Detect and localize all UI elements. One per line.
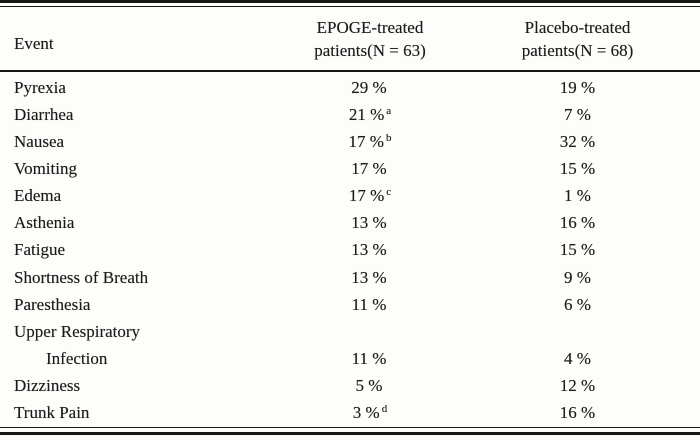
event-column-header: Event xyxy=(14,34,54,53)
table-row: Edema 17 % c 1 % xyxy=(0,183,700,210)
event-cell: Pyrexia xyxy=(14,77,66,97)
event-cell: Paresthesia xyxy=(14,294,91,314)
placebo-cell: 4 % xyxy=(564,348,591,368)
table-row: Nausea 17 % b 32 % xyxy=(0,128,700,155)
placebo-cell: 19 % xyxy=(559,77,596,97)
epoge-cell: 11 % xyxy=(285,349,455,369)
table-row: Upper Respiratory xyxy=(0,318,700,345)
event-cell: Infection xyxy=(46,348,108,368)
footnote-marker: b xyxy=(385,131,392,144)
epoge-header-line2: patients(N = 63) xyxy=(314,41,426,60)
placebo-cell: 15 % xyxy=(559,240,596,260)
placebo-cell: 32 % xyxy=(559,131,596,151)
event-cell: Fatigue xyxy=(14,240,65,260)
epoge-value: 29 % xyxy=(351,77,387,97)
epoge-cell: 13 % xyxy=(285,213,455,233)
placebo-cell: 6 % xyxy=(564,294,591,314)
table-row: Pyrexia 29 % 19 % xyxy=(0,74,700,101)
table-body: Pyrexia 29 % 19 % Diarrhea 21 % a 7 % Nau… xyxy=(0,74,700,427)
event-cell: Trunk Pain xyxy=(14,403,90,423)
epoge-cell: 17 % c xyxy=(285,186,455,206)
epoge-value: 21 % xyxy=(348,104,385,124)
epoge-cell: 21 % a xyxy=(285,105,455,125)
footnote-marker: a xyxy=(386,104,392,117)
event-cell: Asthenia xyxy=(14,213,75,233)
footnote-marker: c xyxy=(386,186,392,199)
placebo-cell: 9 % xyxy=(564,267,591,287)
epoge-value: 11 % xyxy=(351,348,387,368)
epoge-value: 17 % xyxy=(348,186,385,206)
epoge-value: 5 % xyxy=(355,376,383,396)
epoge-column-header: EPOGE-treated patients(N = 63) xyxy=(285,16,455,62)
epoge-cell: 3 % d xyxy=(285,403,455,423)
footnote-marker: d xyxy=(381,403,388,416)
top-rule-inner xyxy=(0,6,700,7)
table-row: Paresthesia 11 % 6 % xyxy=(0,291,700,318)
placebo-column-header: Placebo-treated patients(N = 68) xyxy=(455,16,700,62)
placebo-cell: 16 % xyxy=(559,403,596,423)
table-row: Vomiting 17 % 15 % xyxy=(0,155,700,182)
header-divider-rule xyxy=(0,70,700,72)
epoge-cell: 17 % xyxy=(285,159,455,179)
event-cell: Dizziness xyxy=(14,376,81,396)
epoge-cell: 5 % xyxy=(285,376,455,396)
placebo-header-line1: Placebo-treated xyxy=(524,18,631,37)
epoge-value: 13 % xyxy=(351,213,387,233)
epoge-header-line1: EPOGE-treated xyxy=(316,18,424,37)
event-cell: Diarrhea xyxy=(14,104,74,124)
event-cell: Upper Respiratory xyxy=(14,321,141,341)
table-header-row: Event EPOGE-treated patients(N = 63) Pla… xyxy=(0,9,700,69)
top-rule-outer xyxy=(0,0,700,3)
table-row: Dizziness 5 % 12 % xyxy=(0,373,700,400)
event-cell: Nausea xyxy=(14,131,65,151)
event-cell: Vomiting xyxy=(14,158,77,178)
epoge-cell: 11 % xyxy=(285,295,455,315)
placebo-cell: 1 % xyxy=(564,186,591,206)
epoge-value: 11 % xyxy=(351,294,387,314)
placebo-cell: 15 % xyxy=(559,158,596,178)
event-cell: Shortness of Breath xyxy=(14,267,149,287)
placebo-header-line2: patients(N = 68) xyxy=(521,41,634,60)
epoge-value: 17 % xyxy=(351,158,387,178)
table-row: Diarrhea 21 % a 7 % xyxy=(0,101,700,128)
epoge-cell: 17 % b xyxy=(285,132,455,152)
epoge-cell: 29 % xyxy=(285,78,455,98)
epoge-value: 13 % xyxy=(351,267,387,287)
epoge-cell xyxy=(285,322,455,342)
epoge-cell: 13 % xyxy=(285,240,455,260)
placebo-cell: 7 % xyxy=(564,104,591,124)
epoge-value: 3 % xyxy=(352,403,380,423)
epoge-cell: 13 % xyxy=(285,268,455,288)
epoge-value: 13 % xyxy=(351,240,387,260)
epoge-value: 17 % xyxy=(348,131,384,151)
table-row: Infection 11 % 4 % xyxy=(0,345,700,372)
table-row: Asthenia 13 % 16 % xyxy=(0,210,700,237)
bottom-rule-outer xyxy=(0,432,700,435)
table-row: Fatigue 13 % 15 % xyxy=(0,237,700,264)
placebo-cell: 12 % xyxy=(559,376,596,396)
bottom-rule-inner xyxy=(0,427,700,428)
placebo-cell: 16 % xyxy=(559,213,596,233)
table-row: Shortness of Breath 13 % 9 % xyxy=(0,264,700,291)
event-cell: Edema xyxy=(14,186,62,206)
table-row: Trunk Pain 3 % d 16 % xyxy=(0,400,700,427)
